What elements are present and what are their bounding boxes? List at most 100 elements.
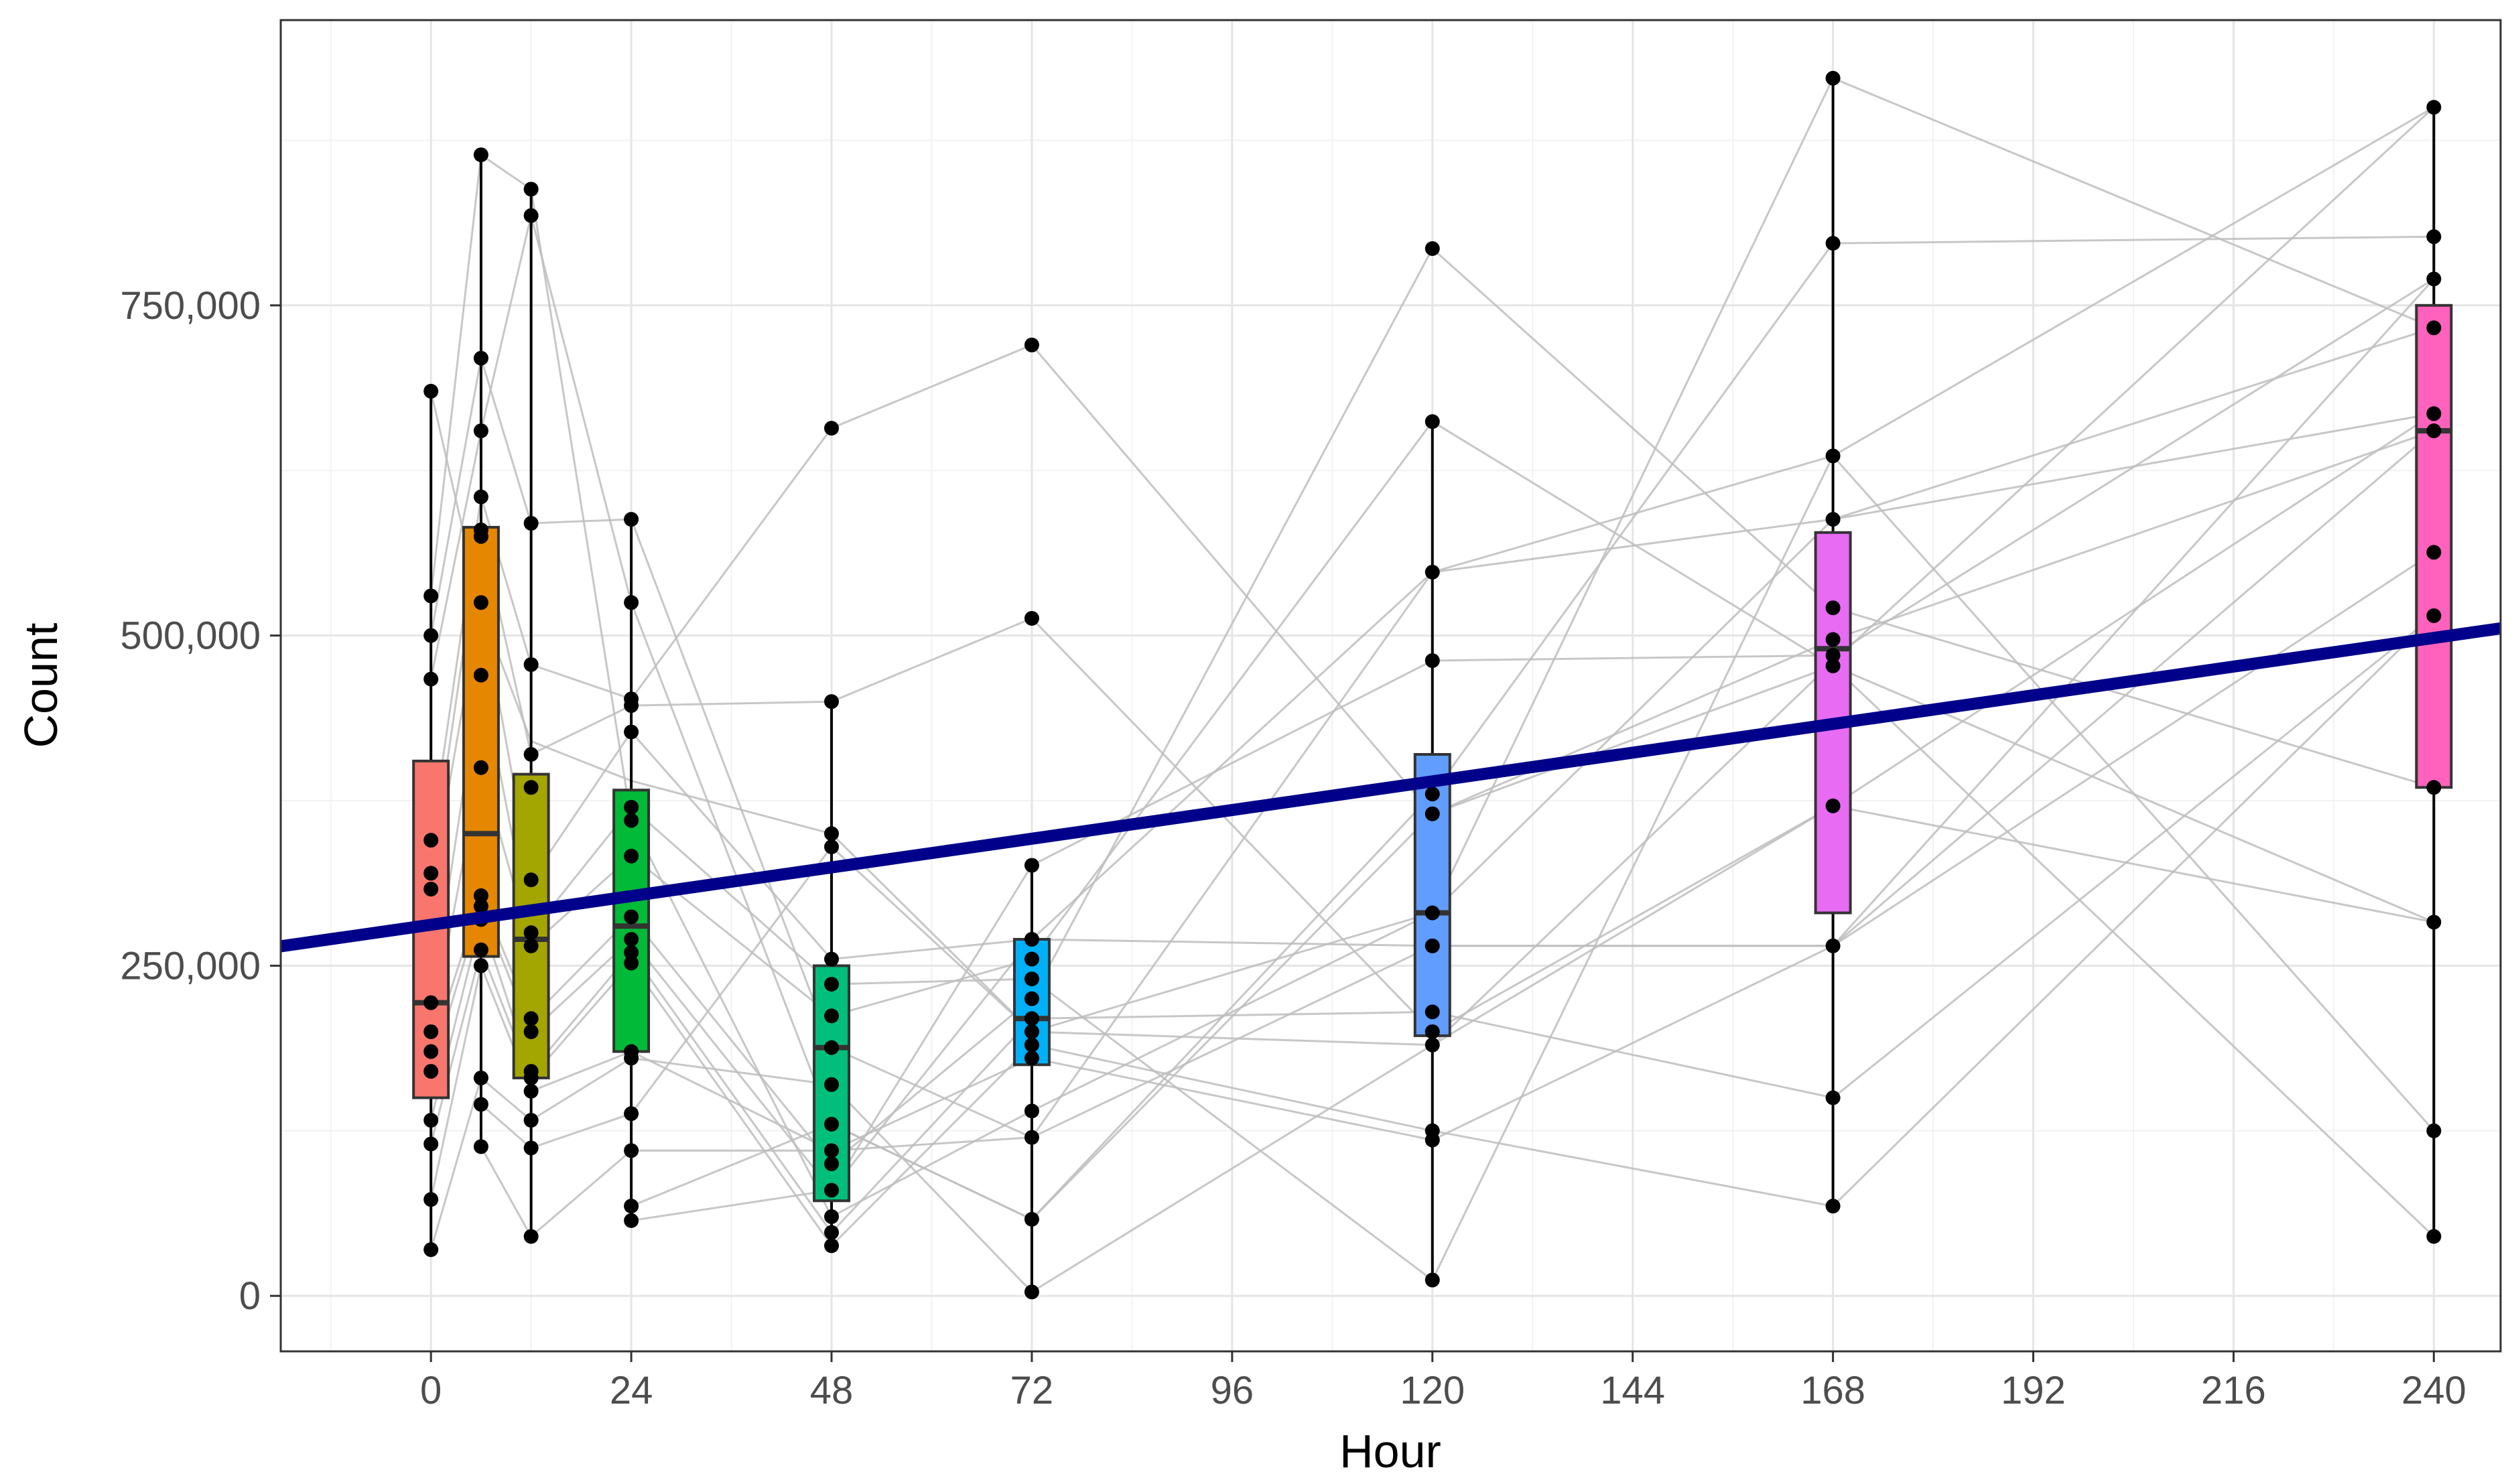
data-point-hour-72 [1024,1051,1039,1066]
data-point-hour-120 [1425,1004,1440,1020]
data-point-hour-168 [1825,648,1841,663]
data-point-hour-24 [624,1143,639,1158]
data-point-hour-240 [2426,608,2442,624]
data-point-hour-0 [423,1064,439,1079]
data-point-hour-120 [1425,653,1440,669]
data-point-hour-12 [523,780,539,795]
data-point-hour-72 [1024,1011,1039,1026]
data-point-hour-0 [423,671,439,687]
data-point-hour-24 [624,1051,639,1066]
data-point-hour-24 [624,813,639,828]
data-point-hour-72 [1024,337,1039,352]
data-point-hour-0 [423,833,439,848]
data-point-hour-72 [1024,1037,1039,1053]
data-point-hour-6 [473,760,488,775]
data-point-hour-24 [624,1199,639,1214]
data-point-hour-6 [473,667,488,683]
data-point-hour-240 [2426,320,2442,336]
trend-line-group [279,622,2502,953]
data-point-hour-72 [1024,971,1039,987]
data-point-hour-240 [2426,229,2442,245]
data-point-hour-168 [1825,938,1841,953]
data-point-hour-120 [1425,905,1440,921]
data-point-hour-24 [624,595,639,610]
data-point-hour-168 [1825,512,1841,527]
data-point-hour-48 [824,1116,840,1132]
data-point-hour-0 [423,383,439,399]
y-tick-label: 250,000 [120,944,261,988]
data-point-hour-72 [1024,931,1039,947]
data-point-hour-72 [1024,858,1039,873]
data-point-hour-6 [473,489,488,504]
data-point-hour-72 [1024,1103,1039,1119]
x-tick-label: 216 [2201,1369,2266,1412]
box-hour-12 [512,189,550,1237]
data-point-hour-168 [1825,1090,1841,1105]
data-point-hour-0 [423,1113,439,1128]
data-point-hour-168 [1825,798,1841,813]
data-point-hour-24 [624,799,639,815]
data-point-hour-48 [824,1040,840,1055]
plot-panel-border [279,19,2502,1353]
data-point-hour-6 [473,423,488,439]
data-point-hour-120 [1425,241,1440,257]
data-point-hour-12 [523,1140,539,1156]
data-point-hour-6 [473,888,488,903]
data-point-hour-72 [1024,1130,1039,1145]
data-point-hour-48 [824,1143,840,1158]
data-point-hour-48 [824,839,840,854]
data-point-hour-120 [1425,414,1440,429]
x-tick-label: 240 [2401,1369,2466,1412]
y-axis: 0 250,000 500,000 750,000 [120,284,281,1318]
data-point-hour-24 [624,512,639,527]
subject-line-19 [631,106,2435,1222]
data-point-hour-6 [473,1097,488,1112]
data-points [423,70,2442,1300]
data-point-hour-0 [423,995,439,1010]
data-point-hour-120 [1425,806,1440,821]
data-point-hour-240 [2426,271,2442,287]
data-point-hour-48 [824,1238,840,1254]
data-point-hour-6 [473,595,488,610]
data-point-hour-168 [1825,1199,1841,1214]
x-tick-label: 168 [1800,1369,1865,1412]
data-point-hour-12 [523,1083,539,1099]
data-point-hour-168 [1825,600,1841,616]
data-point-hour-24 [624,1213,639,1228]
data-point-hour-240 [2426,545,2442,560]
data-point-hour-0 [423,1024,439,1039]
data-point-hour-6 [473,1070,488,1085]
box-body [2415,303,2453,789]
data-point-hour-48 [824,976,840,992]
data-point-hour-120 [1425,564,1440,580]
x-tick-label: 120 [1400,1369,1465,1412]
data-point-hour-12 [523,938,539,953]
data-point-hour-48 [824,826,840,841]
x-tick-label: 24 [610,1369,653,1412]
data-point-hour-48 [824,951,840,967]
y-tick-label: 750,000 [120,284,261,328]
subject-line-16 [480,326,2434,1150]
data-point-hour-6 [473,958,488,973]
data-point-hour-120 [1425,938,1440,953]
data-point-hour-48 [824,1183,840,1198]
data-point-hour-120 [1425,1272,1440,1288]
minor-grid [281,20,2501,1351]
data-point-hour-6 [473,942,488,957]
data-point-hour-120 [1425,1024,1440,1039]
data-point-hour-168 [1825,236,1841,251]
data-point-hour-12 [523,182,539,197]
data-point-hour-240 [2426,780,2442,795]
data-point-hour-120 [1425,1132,1440,1148]
data-point-hour-0 [423,588,439,604]
data-point-hour-12 [523,1024,539,1039]
data-point-hour-48 [824,1225,840,1240]
data-point-hour-0 [423,1242,439,1258]
data-point-hour-0 [423,882,439,897]
y-tick-label: 0 [239,1274,261,1318]
data-point-hour-12 [523,516,539,531]
x-axis-title: Hour [1339,1425,1441,1477]
data-point-hour-240 [2426,423,2442,439]
data-point-hour-24 [624,848,639,864]
